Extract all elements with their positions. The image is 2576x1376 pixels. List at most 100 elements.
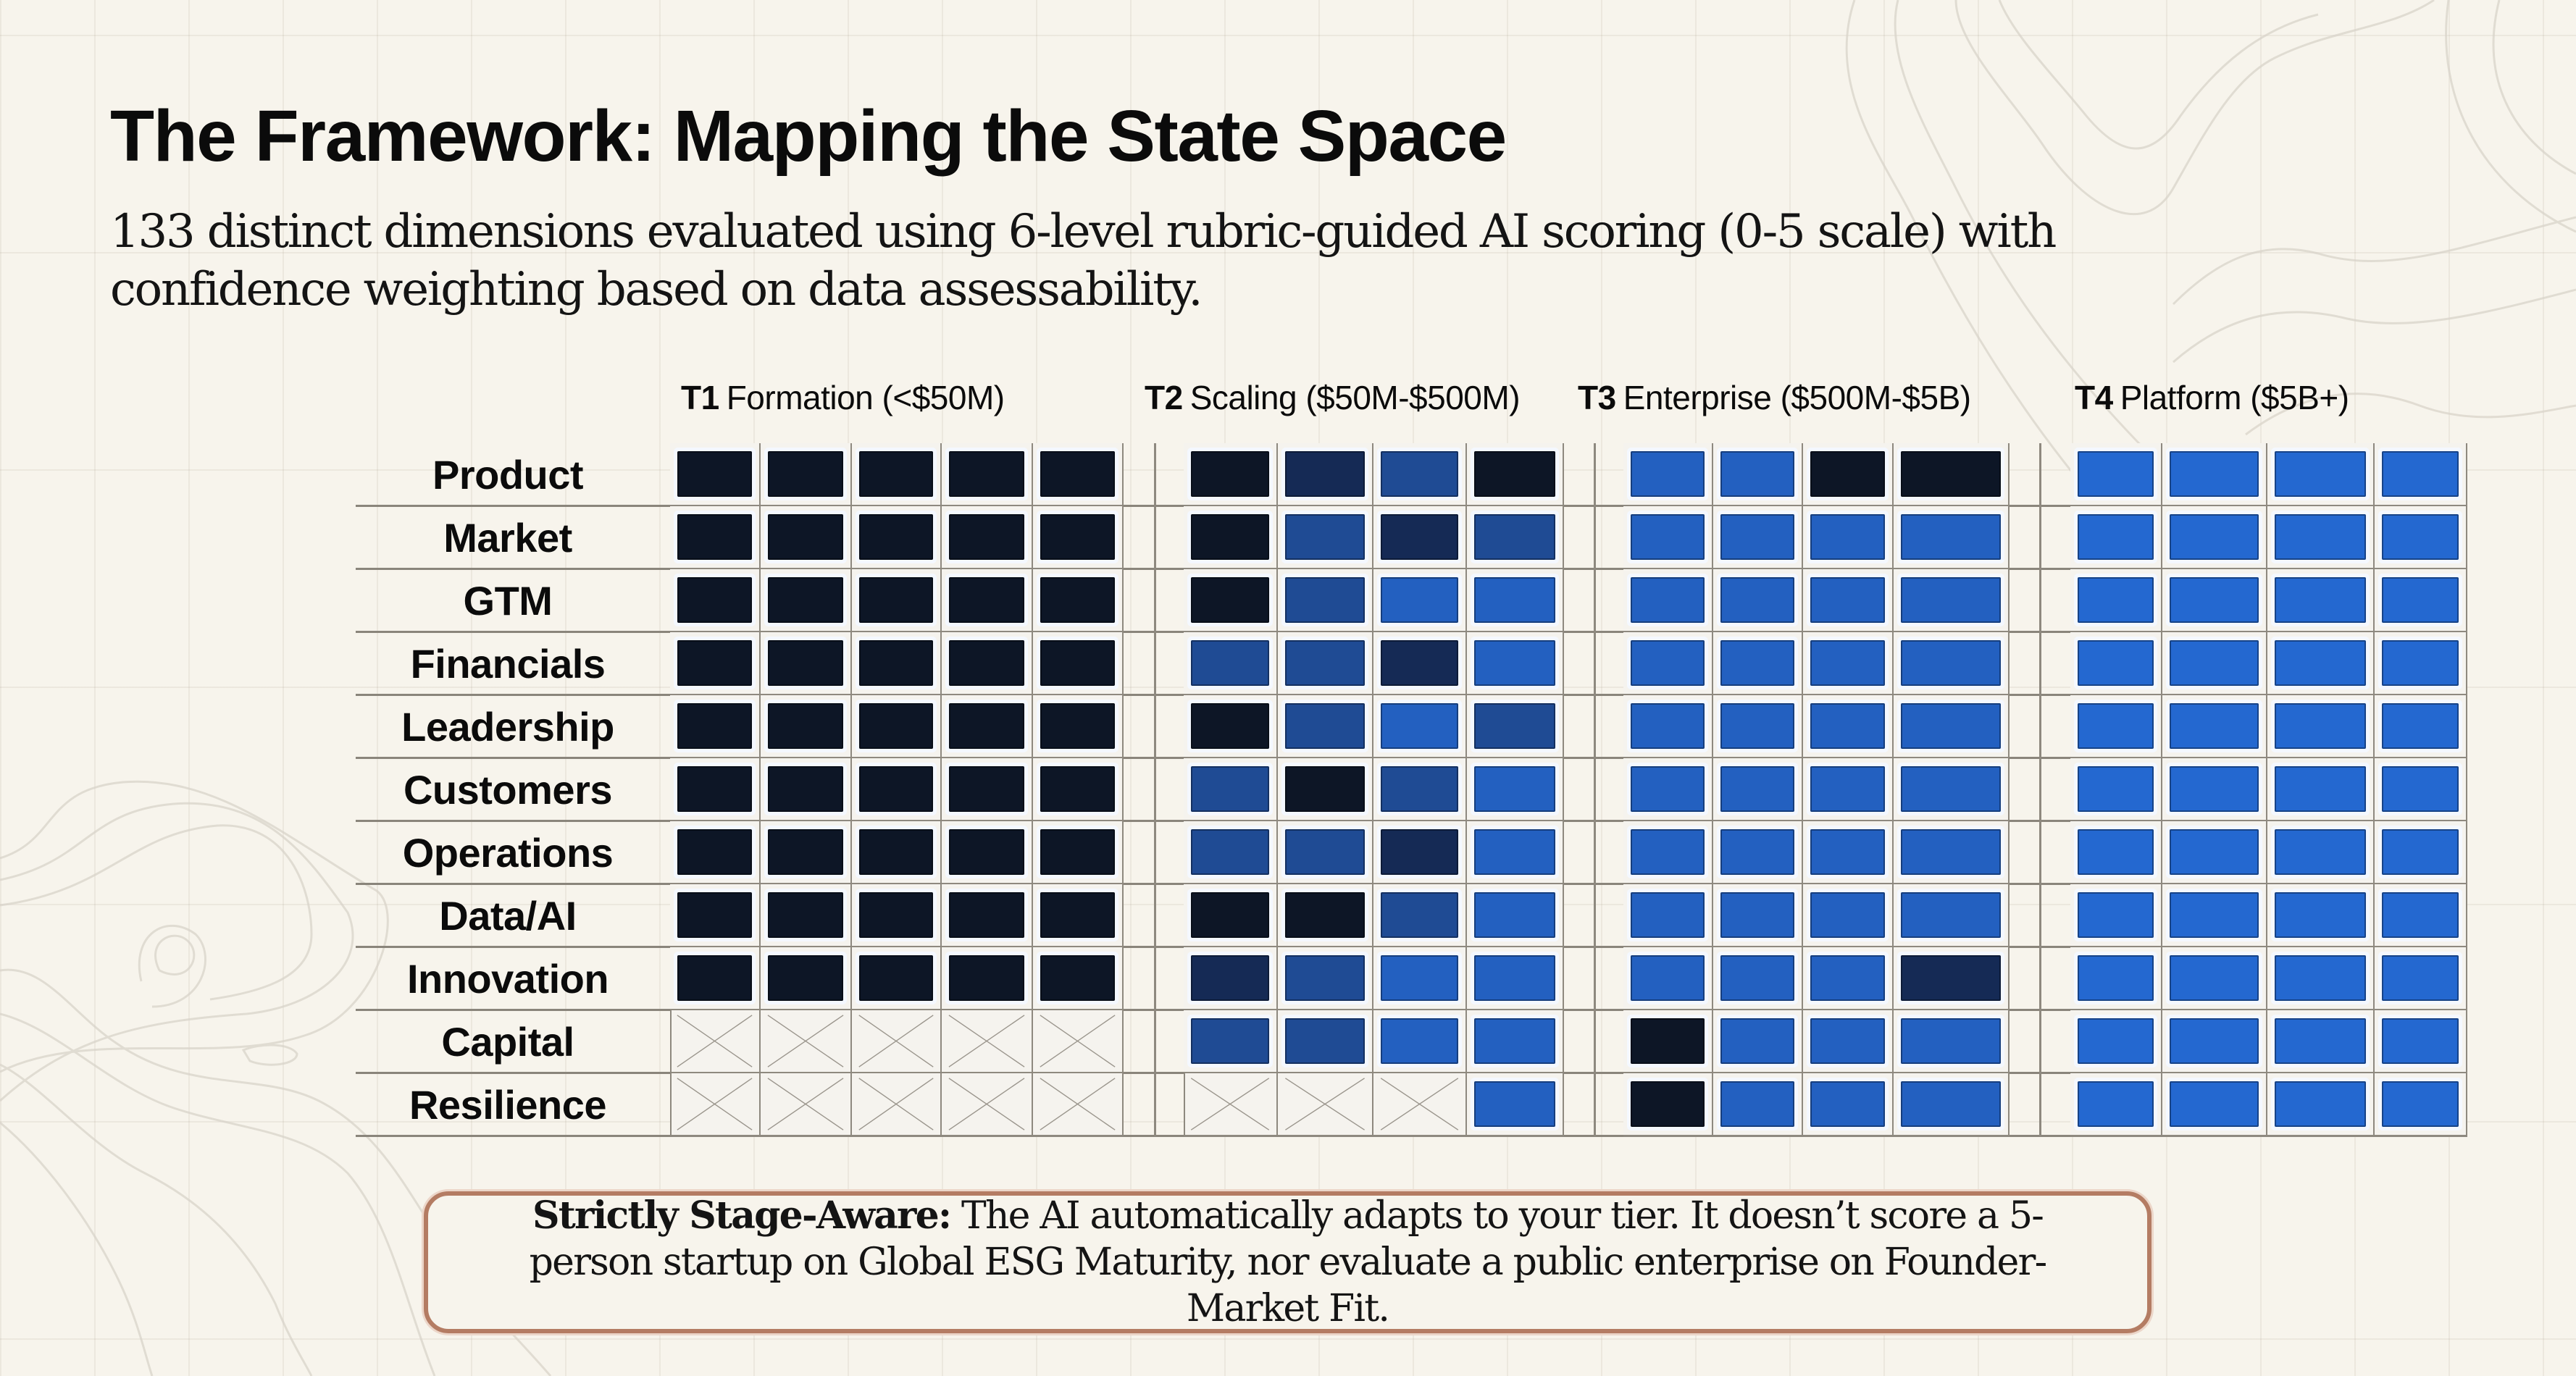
tier-name: Formation (<$50M) bbox=[726, 379, 1005, 416]
matrix-cell bbox=[1713, 821, 1803, 884]
cell-fill bbox=[1040, 577, 1115, 623]
cell-fill bbox=[768, 829, 843, 875]
matrix-cell bbox=[1467, 947, 1564, 1010]
matrix-cell bbox=[942, 569, 1033, 632]
cell-fill bbox=[2078, 892, 2154, 938]
cell-fill bbox=[1631, 1018, 1705, 1064]
matrix-cell bbox=[1467, 1010, 1564, 1073]
cell-fill bbox=[1191, 1018, 1269, 1064]
matrix-cell bbox=[1184, 947, 1278, 1010]
cell-fill bbox=[859, 640, 933, 686]
matrix-cell bbox=[2070, 947, 2162, 1010]
stage-aware-callout: Strictly Stage-Aware: The AI automatical… bbox=[424, 1191, 2151, 1333]
cell-fill bbox=[1631, 1081, 1705, 1127]
matrix-cell bbox=[1467, 695, 1564, 758]
matrix-cell bbox=[1278, 884, 1373, 947]
row-label-innovation: Innovation bbox=[406, 956, 609, 1002]
cell-fill bbox=[1040, 892, 1115, 938]
cell-fill bbox=[1285, 514, 1365, 560]
matrix-cell bbox=[852, 947, 942, 1010]
matrix-cell bbox=[2375, 506, 2467, 569]
cell-fill bbox=[949, 451, 1024, 497]
matrix-cell bbox=[1184, 695, 1278, 758]
tier-header-t4: T4 Platform ($5B+) bbox=[2075, 378, 2349, 417]
matrix-cell bbox=[1713, 632, 1803, 695]
matrix-cell bbox=[2375, 1010, 2467, 1073]
cell-fill bbox=[2078, 703, 2154, 749]
matrix-cell bbox=[1373, 947, 1467, 1010]
matrix-cell bbox=[1803, 821, 1894, 884]
cell-fill bbox=[1474, 892, 1555, 938]
matrix-cell bbox=[1373, 506, 1467, 569]
matrix-cell bbox=[1803, 632, 1894, 695]
cell-fill bbox=[2275, 703, 2366, 749]
matrix-cell bbox=[1373, 443, 1467, 506]
matrix-cell bbox=[1278, 569, 1373, 632]
cell-fill bbox=[1474, 766, 1555, 812]
cell-fill bbox=[1381, 703, 1458, 749]
matrix-cell bbox=[1278, 758, 1373, 821]
cross-icon bbox=[852, 1073, 940, 1135]
matrix-cell bbox=[2267, 569, 2375, 632]
matrix-cell bbox=[1713, 569, 1803, 632]
cell-fill bbox=[1474, 703, 1555, 749]
not-applicable-cell bbox=[942, 1073, 1033, 1136]
matrix-cell bbox=[2375, 821, 2467, 884]
matrix-cell bbox=[2070, 884, 2162, 947]
matrix-cell bbox=[1184, 443, 1278, 506]
tier-code: T3 bbox=[1578, 379, 1616, 416]
cell-fill bbox=[2382, 892, 2459, 938]
cell-fill bbox=[1810, 829, 1885, 875]
matrix-cell bbox=[1184, 632, 1278, 695]
matrix-cell bbox=[2162, 569, 2267, 632]
cell-fill bbox=[1474, 1018, 1555, 1064]
cell-fill bbox=[949, 640, 1024, 686]
matrix-cell bbox=[2070, 443, 2162, 506]
cell-fill bbox=[1810, 892, 1885, 938]
matrix-cell bbox=[761, 506, 852, 569]
matrix-cell bbox=[1467, 1073, 1564, 1136]
matrix-cell bbox=[1184, 569, 1278, 632]
matrix-cell bbox=[942, 506, 1033, 569]
matrix-cell bbox=[1033, 506, 1124, 569]
tier-separator bbox=[1594, 443, 1596, 1137]
cross-icon bbox=[761, 1010, 850, 1072]
matrix-cell bbox=[1623, 1073, 1713, 1136]
cell-fill bbox=[2170, 892, 2259, 938]
cell-fill bbox=[1810, 703, 1885, 749]
not-applicable-cell bbox=[1373, 1073, 1467, 1136]
cell-fill bbox=[768, 514, 843, 560]
cell-fill bbox=[1720, 577, 1794, 623]
tier-name: Enterprise ($500M-$5B) bbox=[1623, 379, 1971, 416]
matrix-cell bbox=[1033, 947, 1124, 1010]
matrix-cell bbox=[1278, 443, 1373, 506]
cell-fill bbox=[677, 766, 752, 812]
cell-fill bbox=[2275, 640, 2366, 686]
cell-fill bbox=[1631, 514, 1705, 560]
cell-fill bbox=[1720, 451, 1794, 497]
cell-fill bbox=[1285, 1018, 1365, 1064]
matrix-cell bbox=[2267, 821, 2375, 884]
matrix-cell bbox=[2070, 1010, 2162, 1073]
cell-fill bbox=[2382, 955, 2459, 1001]
cell-fill bbox=[1040, 766, 1115, 812]
matrix-cell bbox=[761, 821, 852, 884]
cell-fill bbox=[768, 955, 843, 1001]
row-label-capital: Capital bbox=[441, 1019, 574, 1065]
cell-fill bbox=[2170, 1081, 2259, 1127]
cell-fill bbox=[1191, 829, 1269, 875]
matrix-cell bbox=[1033, 821, 1124, 884]
cell-fill bbox=[1285, 451, 1365, 497]
cross-icon bbox=[1033, 1010, 1122, 1072]
cell-fill bbox=[2382, 514, 2459, 560]
matrix-cell bbox=[852, 506, 942, 569]
cell-fill bbox=[1631, 640, 1705, 686]
cell-fill bbox=[1810, 1081, 1885, 1127]
matrix-cell bbox=[852, 569, 942, 632]
matrix-cell bbox=[2375, 569, 2467, 632]
matrix-cell bbox=[1373, 569, 1467, 632]
matrix-cell bbox=[1373, 884, 1467, 947]
matrix-cell bbox=[1278, 947, 1373, 1010]
cell-fill bbox=[1810, 1018, 1885, 1064]
matrix-cell bbox=[1894, 1073, 2010, 1136]
